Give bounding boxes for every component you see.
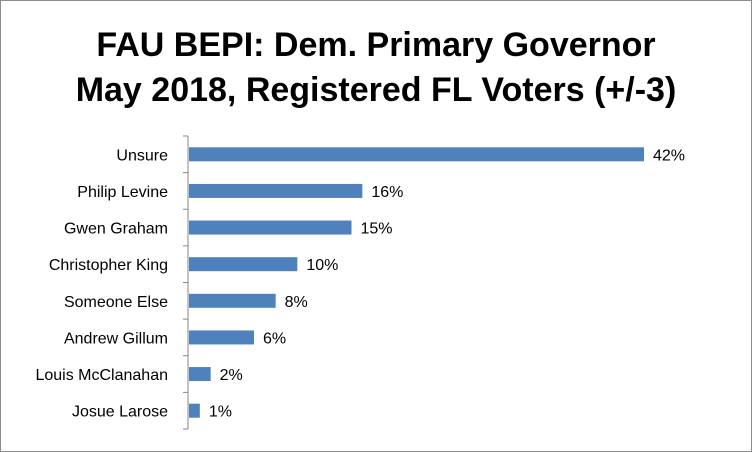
data-label: 10% (306, 257, 338, 274)
data-label: 2% (220, 367, 243, 384)
data-label: 1% (209, 404, 232, 421)
category-label: Andrew Gillum (64, 330, 168, 347)
data-label: 42% (653, 147, 685, 164)
category-label: Gwen Graham (64, 221, 168, 238)
bar-christopher-king (189, 257, 298, 272)
category-label: Someone Else (64, 294, 168, 311)
category-label: Unsure (116, 147, 168, 164)
bar-josue-larose (189, 403, 200, 418)
category-label: Christopher King (49, 257, 168, 274)
category-label: Josue Larose (72, 404, 168, 421)
chart-title-line-2: May 2018, Registered FL Voters (+/-3) (75, 71, 677, 109)
bar-gwen-graham (189, 220, 352, 235)
bar-someone-else (189, 293, 276, 308)
chart-title: FAU BEPI: Dem. Primary Governor May 2018… (1, 23, 751, 113)
category-label: Louis McClanahan (35, 367, 168, 384)
data-label: 15% (361, 221, 393, 238)
chart-title-line-1: FAU BEPI: Dem. Primary Governor (96, 26, 656, 64)
bar-louis-mcclanahan (189, 367, 211, 382)
category-label: Philip Levine (77, 184, 168, 201)
bar-andrew-gillum (189, 330, 254, 345)
bar-philip-levine (189, 183, 363, 198)
data-label: 6% (263, 330, 286, 347)
data-label: 8% (285, 294, 308, 311)
data-label: 16% (371, 184, 403, 201)
bar-unsure (189, 147, 644, 162)
